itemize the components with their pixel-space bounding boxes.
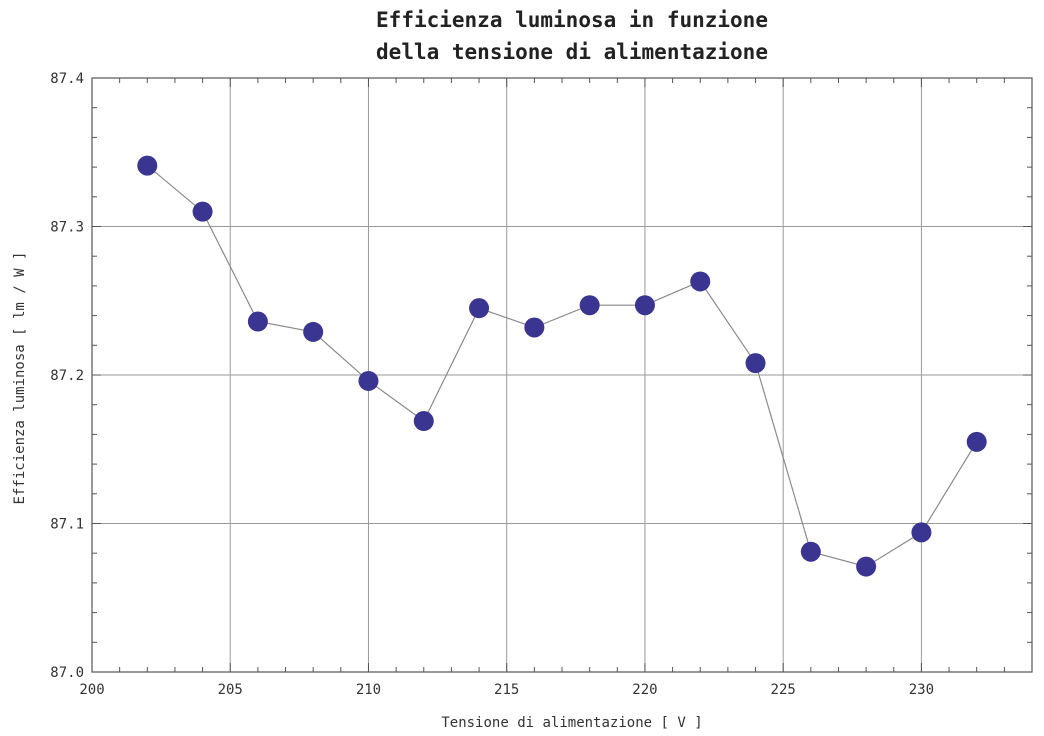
data-point	[247, 311, 268, 332]
x-tick-label: 200	[79, 682, 104, 698]
chart-title-line-1: Efficienza luminosa in funzione	[376, 8, 768, 32]
y-tick-label: 87.1	[50, 517, 84, 533]
data-point	[137, 155, 158, 176]
data-point	[524, 317, 545, 338]
y-tick-label: 87.2	[50, 368, 84, 384]
x-tick-label: 215	[494, 682, 519, 698]
data-point	[413, 411, 434, 432]
series-line	[146, 165, 978, 568]
axis-ticks	[91, 77, 1033, 673]
x-tick-label: 210	[356, 682, 381, 698]
y-tick-label: 87.4	[50, 71, 84, 87]
data-point	[800, 541, 821, 562]
x-tick-label: 220	[632, 682, 657, 698]
tick-labels: 200 205 210 215 220 225 230 87.0 87.1 87.2 87.3 87.…	[50, 71, 934, 698]
data-point	[856, 556, 877, 577]
data-point	[745, 353, 766, 374]
plot-frame	[91, 77, 1033, 673]
data-point	[911, 522, 932, 543]
data-point	[303, 321, 324, 342]
data-point	[966, 431, 987, 452]
data-point	[358, 370, 379, 391]
data-point	[579, 295, 600, 316]
x-tick-label: 230	[909, 682, 934, 698]
chart-title-line-2: della tensione di alimentazione	[376, 40, 768, 64]
x-axis-label: Tensione di alimentazione [ V ]	[441, 715, 702, 731]
data-point	[690, 271, 711, 292]
data-series	[137, 155, 987, 577]
x-tick-label: 225	[771, 682, 796, 698]
y-axis-label: Efficienza luminosa [ lm / W ]	[12, 252, 28, 505]
y-tick-label: 87.0	[50, 665, 84, 681]
grid	[92, 78, 1032, 672]
y-tick-label: 87.3	[50, 220, 84, 236]
data-point	[634, 295, 655, 316]
data-point	[469, 298, 490, 319]
x-tick-label: 205	[218, 682, 243, 698]
data-point	[192, 201, 213, 222]
